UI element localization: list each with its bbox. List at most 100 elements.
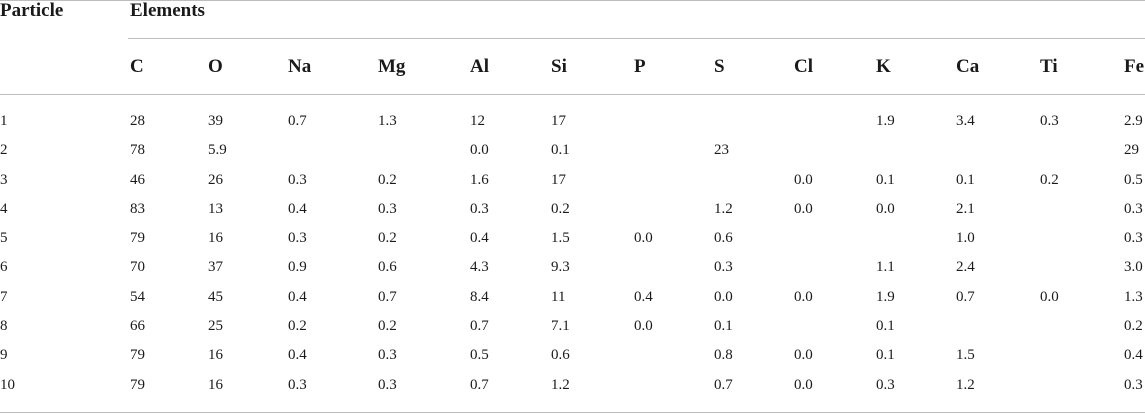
column-header-o: O — [208, 56, 223, 77]
value-cell-c: 79 — [130, 376, 145, 393]
value-cell-al: 0.7 — [470, 376, 489, 393]
value-cell-ti: 0.2 — [1040, 171, 1059, 188]
column-header-s: S — [714, 56, 725, 77]
value-cell-k: 1.9 — [876, 288, 895, 305]
value-cell-s: 0.8 — [714, 347, 733, 364]
value-cell-k: 1.9 — [876, 113, 895, 129]
table-row: 8 66 25 0.2 0.2 0.7 7.1 0.0 0.1 0.1 0.2 — [0, 313, 1145, 342]
value-cell-fe: 0.3 — [1124, 376, 1143, 393]
elements-group-rule — [128, 38, 1145, 39]
column-header-p: P — [634, 56, 646, 77]
value-cell-si: 17 — [551, 171, 566, 188]
value-cell-al: 4.3 — [470, 259, 489, 276]
table-row: 9 79 16 0.4 0.3 0.5 0.6 0.8 0.0 0.1 1.5 0.4 — [0, 342, 1145, 371]
value-cell-fe: 0.2 — [1124, 318, 1143, 335]
column-header-ca: Ca — [956, 56, 980, 77]
column-header-na: Na — [288, 56, 312, 77]
value-cell-fe: 0.3 — [1124, 230, 1143, 247]
value-cell-k: 0.1 — [876, 318, 895, 335]
value-cell-na: 0.7 — [288, 113, 307, 129]
value-cell-fe: 3.0 — [1124, 259, 1143, 276]
value-cell-al: 12 — [470, 113, 485, 129]
value-cell-na: 0.9 — [288, 259, 307, 276]
value-cell-mg: 0.3 — [378, 200, 397, 217]
value-cell-o: 13 — [208, 200, 223, 217]
column-header-fe: Fe — [1124, 56, 1145, 77]
table-top-rule — [0, 0, 1145, 1]
value-cell-na: 0.4 — [288, 200, 307, 217]
column-header-mg: Mg — [378, 56, 406, 77]
value-cell-o: 16 — [208, 347, 223, 364]
column-header-c: C — [130, 56, 144, 77]
value-cell-o: 16 — [208, 230, 223, 247]
value-cell-fe: 0.5 — [1124, 171, 1143, 188]
table-row: 6 70 37 0.9 0.6 4.3 9.3 0.3 1.1 2.4 3.0 — [0, 254, 1145, 283]
value-cell-k: 0.3 — [876, 376, 895, 393]
value-cell-si: 0.6 — [551, 347, 570, 364]
column-header-si: Si — [551, 56, 567, 77]
value-cell-p: 0.4 — [634, 288, 653, 305]
particle-id-cell: 6 — [0, 259, 8, 276]
particle-id-cell: 10 — [0, 376, 15, 393]
table-row: 3 46 26 0.3 0.2 1.6 17 0.0 0.1 0.1 0.2 0.5 — [0, 167, 1145, 196]
value-cell-mg: 0.2 — [378, 171, 397, 188]
column-header-al: Al — [470, 56, 489, 77]
column-header-cl: Cl — [794, 56, 813, 77]
value-cell-c: 46 — [130, 171, 145, 188]
value-cell-k: 0.0 — [876, 200, 895, 217]
value-cell-s: 0.7 — [714, 376, 733, 393]
value-cell-o: 25 — [208, 318, 223, 335]
value-cell-al: 1.6 — [470, 171, 489, 188]
value-cell-o: 39 — [208, 113, 223, 129]
value-cell-c: 79 — [130, 230, 145, 247]
value-cell-al: 0.3 — [470, 200, 489, 217]
value-cell-na: 0.3 — [288, 171, 307, 188]
value-cell-mg: 0.6 — [378, 259, 397, 276]
value-cell-mg: 0.2 — [378, 230, 397, 247]
particle-id-cell: 7 — [0, 288, 8, 305]
value-cell-cl: 0.0 — [794, 376, 813, 393]
value-cell-cl: 0.0 — [794, 200, 813, 217]
value-cell-c: 70 — [130, 259, 145, 276]
value-cell-cl: 0.0 — [794, 171, 813, 188]
value-cell-ca: 1.0 — [956, 230, 975, 247]
value-cell-k: 0.1 — [876, 347, 895, 364]
value-cell-s: 0.1 — [714, 318, 733, 335]
value-cell-si: 1.2 — [551, 376, 570, 393]
value-cell-mg: 1.3 — [378, 113, 397, 129]
value-cell-si: 17 — [551, 113, 566, 129]
value-cell-c: 78 — [130, 142, 145, 159]
value-cell-cl: 0.0 — [794, 347, 813, 364]
value-cell-s: 1.2 — [714, 200, 733, 217]
value-cell-al: 0.4 — [470, 230, 489, 247]
particle-id-cell: 1 — [0, 113, 8, 129]
value-cell-al: 8.4 — [470, 288, 489, 305]
value-cell-fe: 0.3 — [1124, 200, 1143, 217]
value-cell-ca: 2.4 — [956, 259, 975, 276]
value-cell-mg: 0.3 — [378, 347, 397, 364]
table-body: 1 28 39 0.7 1.3 12 17 1.9 3.4 0.3 2.9 2 78 5.9 0.0 0.1 2… — [0, 108, 1145, 401]
value-cell-mg: 0.2 — [378, 318, 397, 335]
elements-group-header: Elements — [130, 0, 205, 21]
value-cell-c: 28 — [130, 113, 145, 129]
table-row: 10 79 16 0.3 0.3 0.7 1.2 0.7 0.0 0.3 1.2 0.3 — [0, 372, 1145, 401]
value-cell-o: 45 — [208, 288, 223, 305]
value-cell-cl: 0.0 — [794, 288, 813, 305]
value-cell-fe: 2.9 — [1124, 113, 1143, 129]
value-cell-na: 0.4 — [288, 347, 307, 364]
value-cell-al: 0.0 — [470, 142, 489, 159]
value-cell-ca: 3.4 — [956, 113, 975, 129]
element-column-headers: C O Na Mg Al Si P S Cl K Ca Ti Fe — [0, 56, 1145, 78]
column-header-k: K — [876, 56, 891, 77]
value-cell-si: 11 — [551, 288, 566, 305]
table-bottom-rule — [0, 412, 1145, 413]
value-cell-ca: 0.1 — [956, 171, 975, 188]
value-cell-na: 0.3 — [288, 230, 307, 247]
value-cell-o: 37 — [208, 259, 223, 276]
value-cell-al: 0.5 — [470, 347, 489, 364]
value-cell-o: 5.9 — [208, 142, 227, 159]
value-cell-o: 16 — [208, 376, 223, 393]
table-row: 4 83 13 0.4 0.3 0.3 0.2 1.2 0.0 0.0 2.1 0.3 — [0, 196, 1145, 225]
value-cell-c: 54 — [130, 288, 145, 305]
